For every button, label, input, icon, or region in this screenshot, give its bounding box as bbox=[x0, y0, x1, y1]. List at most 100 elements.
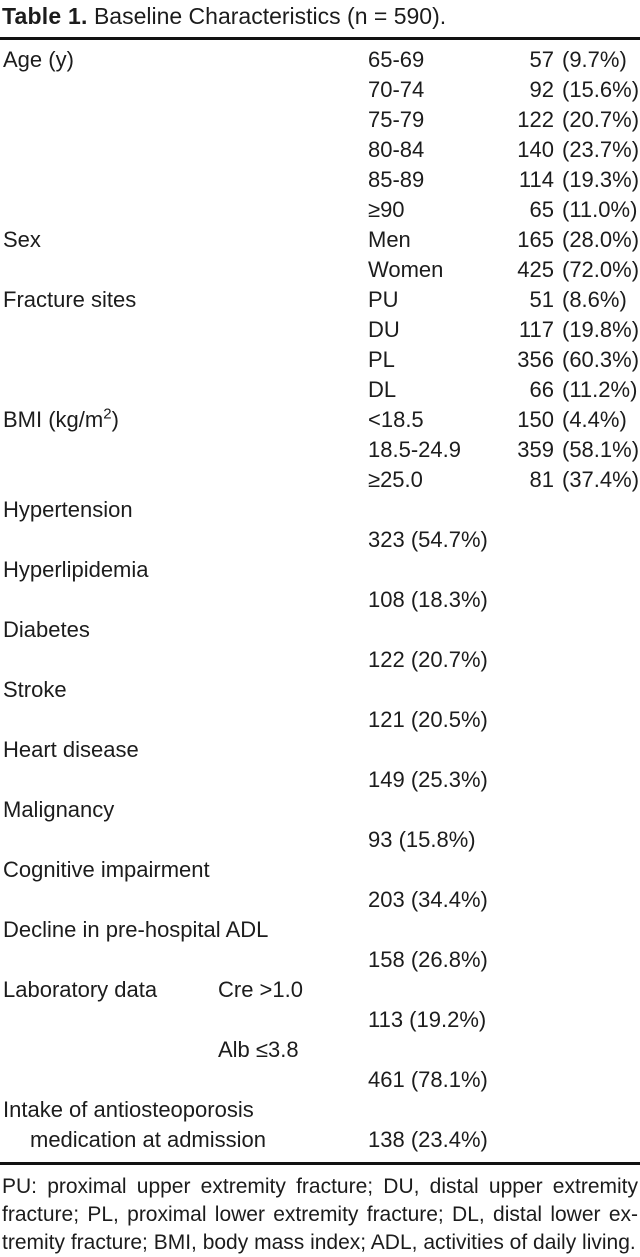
row-label-superscript: 2 bbox=[103, 405, 112, 423]
table-row: 18.5-24.9 359 (58.1%) bbox=[0, 435, 640, 465]
row-value-percent: (60.3%) bbox=[562, 347, 640, 372]
table-rows: Age (y) 65-69 57 (9.7%) 70-74 92 (15.6%) 75-79 1… bbox=[0, 45, 640, 1155]
table-row: DU 117 (19.8%) bbox=[0, 315, 640, 345]
row-label: Heart disease bbox=[3, 737, 139, 762]
row-subcategory: Alb ≤3.8 bbox=[218, 1037, 299, 1062]
row-subcategory: <18.5 bbox=[368, 407, 424, 432]
table-row: Malignancy bbox=[0, 795, 640, 825]
row-label: Decline in pre-hospital ADL bbox=[3, 917, 269, 942]
row-label: Hypertension bbox=[3, 497, 133, 522]
table-row: 108 (18.3%) bbox=[0, 585, 640, 615]
row-value-count: 359 bbox=[517, 437, 554, 462]
table-title: Table 1. Baseline Characteristics (n = 5… bbox=[2, 2, 446, 30]
table-row: ≥90 65 (11.0%) bbox=[0, 195, 640, 225]
row-label: Sex bbox=[3, 227, 41, 252]
row-value: 113 (19.2%) bbox=[368, 1007, 487, 1032]
row-value: 138 (23.4%) bbox=[368, 1127, 488, 1152]
row-value-count: 165 bbox=[517, 227, 554, 252]
table-row: Alb ≤3.8 bbox=[0, 1035, 640, 1065]
row-label: medication at admission bbox=[30, 1127, 267, 1152]
row-value-count: 140 bbox=[517, 137, 554, 162]
row-label: Fracture sites bbox=[3, 287, 137, 312]
row-label: Intake of antiosteoporosis bbox=[3, 1097, 254, 1122]
row-value-count: 425 bbox=[517, 257, 554, 282]
row-value: 203 (34.4%) bbox=[368, 887, 488, 912]
row-subcategory: 65-69 bbox=[368, 47, 425, 72]
table-row: 323 (54.7%) bbox=[0, 525, 640, 555]
row-value: 121 (20.5%) bbox=[368, 707, 488, 732]
row-value-percent: (4.4%) bbox=[562, 407, 627, 432]
row-value-count: 65 bbox=[529, 197, 554, 222]
row-value-percent: (8.6%) bbox=[562, 287, 627, 312]
table-row: BMI (kg/m2) <18.5 150 (4.4%) bbox=[0, 405, 640, 435]
row-subcategory: PL bbox=[368, 347, 395, 372]
row-value-count: 92 bbox=[529, 77, 554, 102]
table-row: Stroke bbox=[0, 675, 640, 705]
row-value-percent: (19.3%) bbox=[562, 167, 640, 192]
table-row: PL 356 (60.3%) bbox=[0, 345, 640, 375]
row-value-percent: (19.8%) bbox=[562, 317, 640, 342]
row-subcategory: 75-79 bbox=[368, 107, 425, 132]
row-value-count: 122 bbox=[517, 107, 554, 132]
table-row: Age (y) 65-69 57 (9.7%) bbox=[0, 45, 640, 75]
row-value-count: 356 bbox=[517, 347, 554, 372]
row-value-percent: (23.7%) bbox=[562, 137, 640, 162]
row-label: Age (y) bbox=[3, 47, 74, 72]
footnote-line: fracture; PL, proximal lower extremity f… bbox=[2, 1203, 638, 1226]
row-value-percent: (9.7%) bbox=[562, 47, 627, 72]
table-row: medication at admission 138 (23.4%) bbox=[0, 1125, 640, 1155]
row-value: 108 (18.3%) bbox=[368, 587, 488, 612]
row-value: 149 (25.3%) bbox=[368, 767, 488, 792]
table-row: Hyperlipidemia bbox=[0, 555, 640, 585]
row-value-count: 66 bbox=[529, 377, 554, 402]
row-value-percent: (58.1%) bbox=[562, 437, 640, 462]
table-row: 75-79 122 (20.7%) bbox=[0, 105, 640, 135]
footnote-line: tremity fracture; BMI, body mass index; … bbox=[2, 1231, 636, 1254]
table-row: Intake of antiosteoporosis bbox=[0, 1095, 640, 1125]
row-value: 158 (26.8%) bbox=[368, 947, 488, 972]
table-row: 461 (78.1%) bbox=[0, 1065, 640, 1095]
row-label: Stroke bbox=[3, 677, 67, 702]
row-subcategory: Men bbox=[368, 227, 411, 252]
table-row: 70-74 92 (15.6%) bbox=[0, 75, 640, 105]
row-value-percent: (20.7%) bbox=[562, 107, 640, 132]
row-subcategory: DL bbox=[368, 377, 397, 402]
row-value-percent: (72.0%) bbox=[562, 257, 640, 282]
table-footnote: PU: proximal upper extremity fracture; D… bbox=[2, 1173, 638, 1257]
row-value: 93 (15.8%) bbox=[368, 827, 476, 852]
table-row: ≥25.0 81 (37.4%) bbox=[0, 465, 640, 495]
table-row: 122 (20.7%) bbox=[0, 645, 640, 675]
row-subcategory: Cre >1.0 bbox=[218, 977, 303, 1002]
table-bottom-rule bbox=[0, 1162, 640, 1165]
footnote-line: PU: proximal upper extremity fracture; D… bbox=[2, 1175, 638, 1198]
table-row: 203 (34.4%) bbox=[0, 885, 640, 915]
row-value-count: 51 bbox=[529, 287, 554, 312]
row-value-count: 57 bbox=[529, 47, 554, 72]
table-row: Laboratory data Cre >1.0 bbox=[0, 975, 640, 1005]
row-value-percent: (15.6%) bbox=[562, 77, 640, 102]
row-value: 323 (54.7%) bbox=[368, 527, 488, 552]
row-subcategory: Women bbox=[368, 257, 444, 282]
row-subcategory: 18.5-24.9 bbox=[368, 437, 461, 462]
row-value-percent: (37.4%) bbox=[562, 467, 640, 492]
table-row: Heart disease bbox=[0, 735, 640, 765]
table-row: 113 (19.2%) bbox=[0, 1005, 640, 1035]
row-subcategory: 80-84 bbox=[368, 137, 425, 162]
table-row: 93 (15.8%) bbox=[0, 825, 640, 855]
table-row: Fracture sites PU 51 (8.6%) bbox=[0, 285, 640, 315]
table-title-number: Table 1. bbox=[2, 3, 88, 29]
row-subcategory: DU bbox=[368, 317, 400, 342]
table-row: DL 66 (11.2%) bbox=[0, 375, 640, 405]
row-subcategory: 85-89 bbox=[368, 167, 425, 192]
table-row: Decline in pre-hospital ADL bbox=[0, 915, 640, 945]
table-row: Sex Men 165 (28.0%) bbox=[0, 225, 640, 255]
table-row: 121 (20.5%) bbox=[0, 705, 640, 735]
row-value: 122 (20.7%) bbox=[368, 647, 488, 672]
row-value-count: 150 bbox=[517, 407, 554, 432]
table-top-rule bbox=[0, 37, 640, 40]
row-value-percent: (11.2%) bbox=[562, 377, 638, 402]
row-subcategory: PU bbox=[368, 287, 399, 312]
row-label: Malignancy bbox=[3, 797, 115, 822]
table-row: 80-84 140 (23.7%) bbox=[0, 135, 640, 165]
